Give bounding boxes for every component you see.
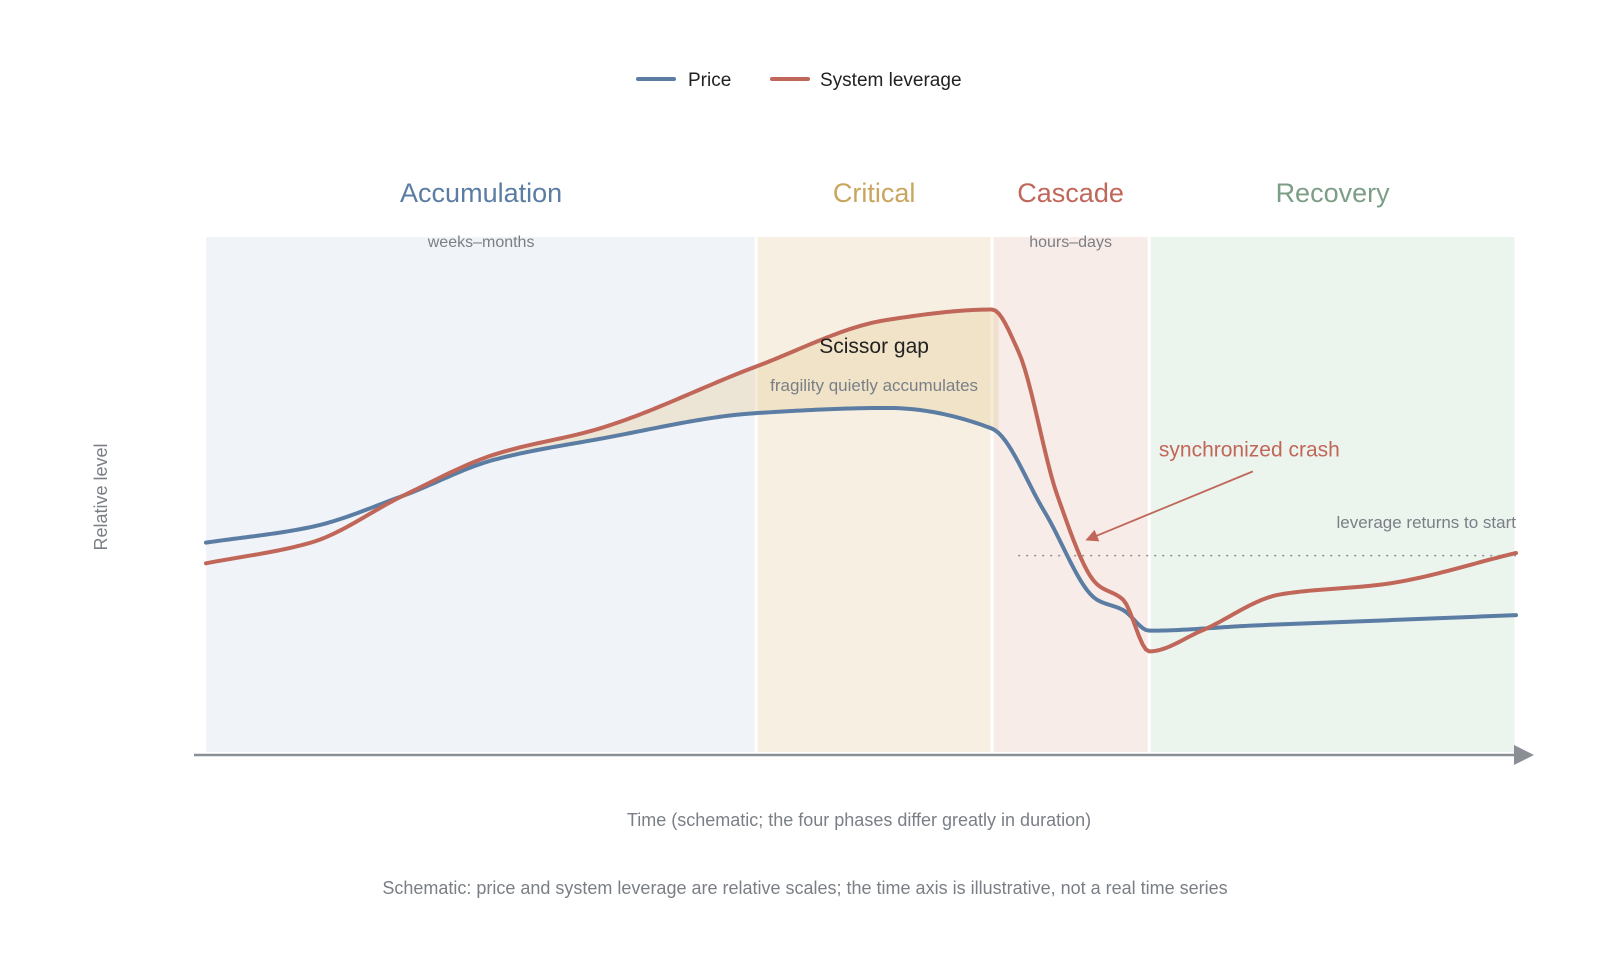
series-line-leverage bbox=[204, 307, 1518, 654]
phase-band-accumulation bbox=[206, 237, 755, 752]
phase-band-recovery bbox=[1150, 237, 1515, 752]
footnote: Schematic: price and system leverage are… bbox=[382, 878, 1227, 898]
phase-duration-cascade: hours–days bbox=[1029, 234, 1112, 251]
annotation-crash-arrow bbox=[1085, 470, 1254, 542]
phase-title-recovery: Recovery bbox=[1276, 178, 1391, 208]
phase-band-cascade bbox=[993, 237, 1148, 752]
legend-label-leverage: System leverage bbox=[820, 70, 962, 91]
annotation-scissor-gap-sublabel: fragility quietly accumulates bbox=[770, 376, 978, 395]
legend-label-price: Price bbox=[688, 70, 731, 91]
x-axis-label: Time (schematic; the four phases differ … bbox=[627, 810, 1091, 830]
scissor-gap-area bbox=[402, 309, 999, 496]
annotation-scissor-gap: Scissor gap bbox=[819, 335, 929, 358]
annotation-leverage-returns: leverage returns to start bbox=[1336, 513, 1516, 532]
phase-title-cascade: Cascade bbox=[1017, 178, 1124, 208]
phase-bands: Accumulation weeks–months Critical Cascade h… bbox=[206, 178, 1515, 752]
phase-title-critical: Critical bbox=[833, 178, 916, 208]
phase-title-accumulation: Accumulation bbox=[400, 178, 562, 208]
legend: Price System leverage bbox=[636, 70, 962, 91]
phase-duration-accumulation: weeks–months bbox=[427, 234, 535, 251]
annotation-synchronized-crash: synchronized crash bbox=[1159, 438, 1340, 461]
y-axis-label: Relative level bbox=[91, 443, 111, 550]
